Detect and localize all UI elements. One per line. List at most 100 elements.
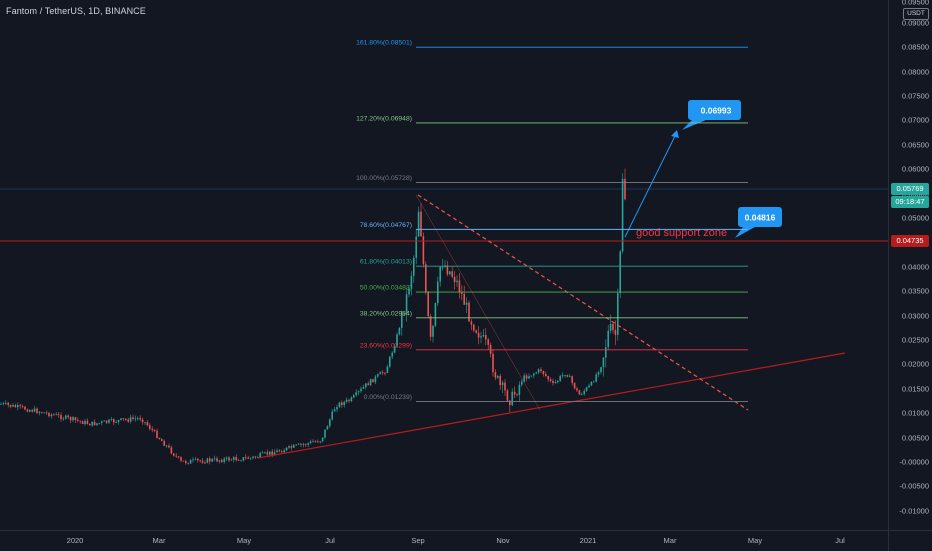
- symbol-title[interactable]: Fantom / TetherUS, 1D, BINANCE: [6, 6, 146, 16]
- candle-body: [528, 376, 530, 379]
- candle-body: [199, 460, 201, 462]
- candle-body: [427, 292, 429, 317]
- candle-body: [413, 257, 415, 276]
- candle-body: [446, 265, 449, 275]
- price-tick: 0.03000: [901, 311, 929, 321]
- candle-body: [309, 441, 312, 444]
- candle-body: [588, 385, 590, 388]
- fib-level-label: 127.20%(0.06948): [356, 115, 412, 122]
- candle-body: [379, 372, 381, 375]
- candle-body: [45, 412, 48, 414]
- candle-body: [101, 421, 103, 423]
- countdown-tag: 09:18:47: [891, 196, 929, 208]
- candle-body: [197, 458, 199, 461]
- candle-body: [257, 457, 259, 458]
- candle-body: [259, 453, 261, 458]
- candle-body: [115, 422, 117, 423]
- time-axis[interactable]: 2020 Mar May Jul Sep Nov 2021 Mar May Jul: [0, 530, 888, 551]
- candle-body: [312, 441, 314, 443]
- descending-trendline: [417, 194, 749, 411]
- candle-body: [168, 445, 170, 448]
- candle-body: [89, 423, 91, 426]
- candle-body: [523, 375, 525, 382]
- candle-body: [149, 425, 151, 429]
- candle-body: [221, 460, 223, 462]
- candle-body: [504, 382, 506, 391]
- candle-body: [554, 382, 557, 383]
- candle-body: [170, 447, 173, 454]
- candle-body: [117, 419, 120, 423]
- candle-body: [475, 330, 477, 333]
- currency-label[interactable]: USDT: [903, 8, 929, 20]
- fib-level-label: 0.00%(0.01239): [364, 394, 412, 401]
- candle-body: [585, 387, 588, 391]
- candle-body: [132, 417, 134, 419]
- candle-body: [81, 421, 84, 424]
- candle-body: [225, 457, 228, 459]
- ascending-trendline: [257, 352, 846, 459]
- candle-body: [477, 332, 480, 338]
- candle-body: [141, 419, 144, 423]
- candle-body: [583, 390, 585, 395]
- candle-body: [545, 373, 547, 377]
- candle-body: [228, 457, 230, 461]
- candle-body: [506, 390, 509, 401]
- candle-body: [84, 420, 86, 424]
- candle-body: [384, 372, 386, 374]
- support-callout-box: [735, 207, 782, 238]
- candle-body: [516, 394, 518, 396]
- price-tick: 0.09000: [901, 18, 929, 28]
- price-tick: -0.00500: [899, 481, 929, 491]
- price-tick: 0.05000: [901, 213, 929, 223]
- candle-body: [573, 382, 576, 389]
- candle-body: [242, 457, 245, 461]
- candle-body: [561, 375, 564, 377]
- candle-body: [410, 275, 413, 289]
- candle-body: [165, 445, 168, 447]
- candle-body: [48, 412, 50, 417]
- candle-body: [288, 446, 290, 448]
- time-label: 2020: [66, 536, 84, 545]
- time-label: May: [236, 536, 252, 545]
- chart-canvas[interactable]: 0.06993 0.04816 good support zone 161.80%(…: [0, 0, 888, 530]
- candle-body: [254, 456, 257, 458]
- candle-body: [235, 457, 237, 461]
- candle-body: [293, 444, 295, 448]
- projection-arrowhead: [671, 130, 679, 138]
- candle-body: [237, 460, 240, 461]
- axis-corner: [888, 530, 932, 551]
- price-axis[interactable]: USDT 0.09000 0.08500 0.08000 0.07500 0.07000…: [888, 0, 932, 530]
- candle-body: [360, 388, 362, 392]
- candle-body: [480, 336, 482, 338]
- candle-body: [113, 419, 115, 423]
- time-label: Mar: [663, 536, 677, 545]
- candle-body: [525, 375, 528, 379]
- candle-body: [24, 406, 26, 410]
- support-price-tag: 0.04735: [891, 235, 929, 247]
- candle-body: [463, 294, 465, 305]
- candle-body: [77, 419, 79, 421]
- candle-body: [453, 276, 456, 283]
- candle-body: [595, 374, 597, 382]
- candle-body: [369, 379, 372, 386]
- candle-body: [439, 266, 441, 282]
- candle-body: [146, 422, 149, 426]
- candle-body: [605, 347, 607, 358]
- candle-body: [245, 457, 247, 458]
- candle-body: [461, 292, 463, 295]
- fib-level-label: 50.00%(0.03483): [360, 285, 412, 292]
- candle-body: [290, 446, 293, 448]
- chart-area[interactable]: 0.06993 0.04816 good support zone 161.80%(…: [0, 0, 888, 530]
- candle-body: [41, 412, 43, 413]
- candle-body: [593, 381, 595, 383]
- candle-body: [278, 450, 281, 452]
- candle-body: [326, 426, 329, 430]
- candle-body: [86, 420, 89, 424]
- candle-body: [127, 419, 129, 422]
- candle-body: [408, 288, 410, 295]
- candle-body: [511, 391, 513, 406]
- candle-body: [43, 412, 45, 414]
- candle-body: [333, 409, 336, 412]
- candle-body: [182, 460, 185, 462]
- candle-body: [187, 462, 189, 464]
